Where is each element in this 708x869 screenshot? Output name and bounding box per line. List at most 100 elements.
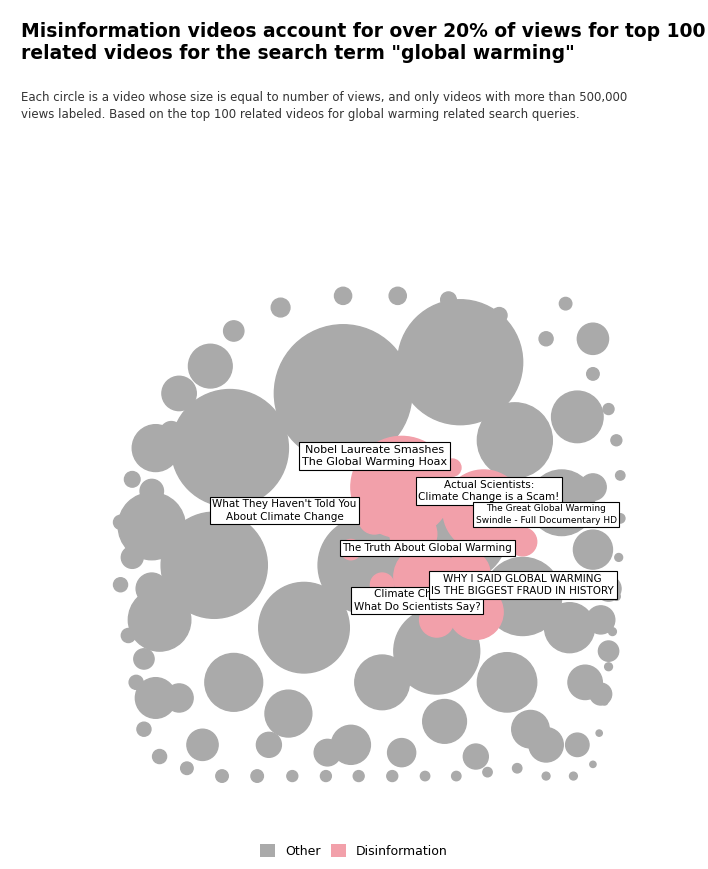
Circle shape [205, 653, 263, 711]
Circle shape [318, 517, 415, 614]
Circle shape [448, 585, 503, 640]
Circle shape [580, 474, 606, 501]
Circle shape [113, 578, 127, 592]
Text: Each circle is a video whose size is equal to number of views, and only videos w: Each circle is a video whose size is equ… [21, 91, 627, 122]
Circle shape [539, 332, 553, 346]
Circle shape [136, 573, 167, 604]
Circle shape [140, 480, 164, 503]
Circle shape [353, 771, 364, 781]
Circle shape [118, 493, 185, 560]
Circle shape [398, 300, 523, 425]
Circle shape [602, 699, 607, 705]
Circle shape [420, 603, 454, 637]
Circle shape [444, 459, 461, 476]
Circle shape [590, 683, 612, 705]
Circle shape [615, 471, 625, 480]
Circle shape [508, 527, 537, 556]
Circle shape [421, 772, 430, 780]
Circle shape [587, 606, 615, 634]
Circle shape [125, 472, 140, 488]
Circle shape [271, 298, 290, 317]
Text: The Great Global Warming
Swindle - Full Documentary HD: The Great Global Warming Swindle - Full … [476, 504, 617, 525]
Circle shape [446, 551, 490, 595]
Circle shape [334, 288, 352, 304]
Circle shape [137, 722, 151, 736]
Circle shape [596, 576, 621, 601]
Legend: Other, Disinformation: Other, Disinformation [261, 845, 447, 858]
Circle shape [171, 389, 288, 507]
Circle shape [501, 481, 520, 501]
Circle shape [491, 308, 507, 323]
Circle shape [331, 726, 370, 765]
Circle shape [224, 321, 244, 342]
Circle shape [128, 588, 190, 651]
Circle shape [251, 770, 263, 782]
Circle shape [566, 733, 589, 757]
Circle shape [394, 546, 456, 608]
Circle shape [477, 403, 552, 478]
Circle shape [113, 515, 127, 529]
Circle shape [181, 762, 193, 774]
Text: The Truth About Global Warming: The Truth About Global Warming [343, 543, 513, 553]
Circle shape [423, 700, 467, 743]
Circle shape [216, 770, 228, 782]
Circle shape [596, 730, 603, 736]
Circle shape [287, 771, 298, 781]
Circle shape [351, 436, 452, 538]
Circle shape [512, 711, 549, 748]
Circle shape [477, 653, 537, 712]
Circle shape [598, 641, 619, 661]
Circle shape [529, 470, 595, 535]
Circle shape [265, 690, 312, 737]
Circle shape [341, 540, 361, 560]
Circle shape [132, 425, 179, 472]
Circle shape [134, 649, 154, 669]
Circle shape [188, 344, 232, 388]
Text: Misinformation videos account for over 20% of views for top 100
related videos f: Misinformation videos account for over 2… [21, 22, 706, 63]
Circle shape [615, 554, 622, 561]
Circle shape [387, 771, 398, 781]
Circle shape [443, 470, 524, 551]
Circle shape [542, 773, 550, 780]
Circle shape [529, 727, 564, 762]
Circle shape [394, 608, 480, 694]
Circle shape [609, 627, 617, 635]
Circle shape [440, 292, 456, 308]
Circle shape [314, 740, 341, 766]
Circle shape [568, 665, 603, 700]
Circle shape [187, 729, 218, 760]
Circle shape [615, 514, 625, 523]
Circle shape [129, 675, 143, 689]
Text: Climate Change:
What Do Scientists Say?: Climate Change: What Do Scientists Say? [354, 589, 481, 612]
Circle shape [484, 557, 561, 635]
Circle shape [463, 744, 489, 769]
Circle shape [552, 391, 603, 442]
Circle shape [161, 512, 268, 619]
Circle shape [569, 773, 577, 780]
Circle shape [577, 323, 609, 355]
Circle shape [321, 771, 331, 781]
Circle shape [544, 603, 595, 653]
Circle shape [256, 733, 281, 757]
Circle shape [611, 434, 622, 446]
Circle shape [390, 511, 437, 557]
Circle shape [452, 772, 461, 780]
Circle shape [513, 764, 522, 773]
Circle shape [152, 749, 166, 764]
Circle shape [603, 403, 614, 415]
Circle shape [387, 739, 416, 766]
Circle shape [413, 488, 507, 580]
Text: What They Haven't Told You
About Climate Change: What They Haven't Told You About Climate… [212, 500, 357, 521]
Circle shape [359, 503, 390, 534]
Circle shape [135, 678, 176, 719]
Circle shape [162, 376, 196, 411]
Circle shape [389, 288, 406, 304]
Circle shape [258, 582, 349, 673]
Circle shape [605, 663, 612, 671]
Text: Actual Scientists:
Climate Change is a Scam!: Actual Scientists: Climate Change is a S… [418, 480, 560, 502]
Circle shape [587, 368, 599, 380]
Circle shape [275, 325, 412, 462]
Circle shape [165, 684, 193, 712]
Circle shape [590, 761, 596, 767]
Text: WHY I SAID GLOBAL WARMING
IS THE BIGGEST FRAUD IN HISTORY: WHY I SAID GLOBAL WARMING IS THE BIGGEST… [431, 574, 614, 596]
